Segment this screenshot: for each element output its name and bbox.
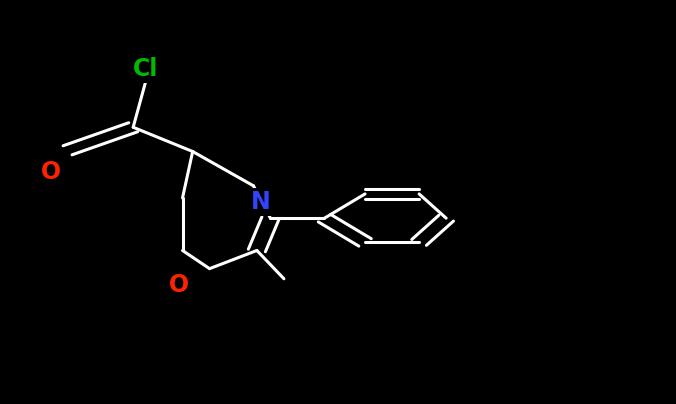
- Text: Cl: Cl: [132, 57, 158, 81]
- Text: N: N: [250, 190, 270, 214]
- Text: O: O: [41, 160, 61, 184]
- Text: O: O: [169, 273, 189, 297]
